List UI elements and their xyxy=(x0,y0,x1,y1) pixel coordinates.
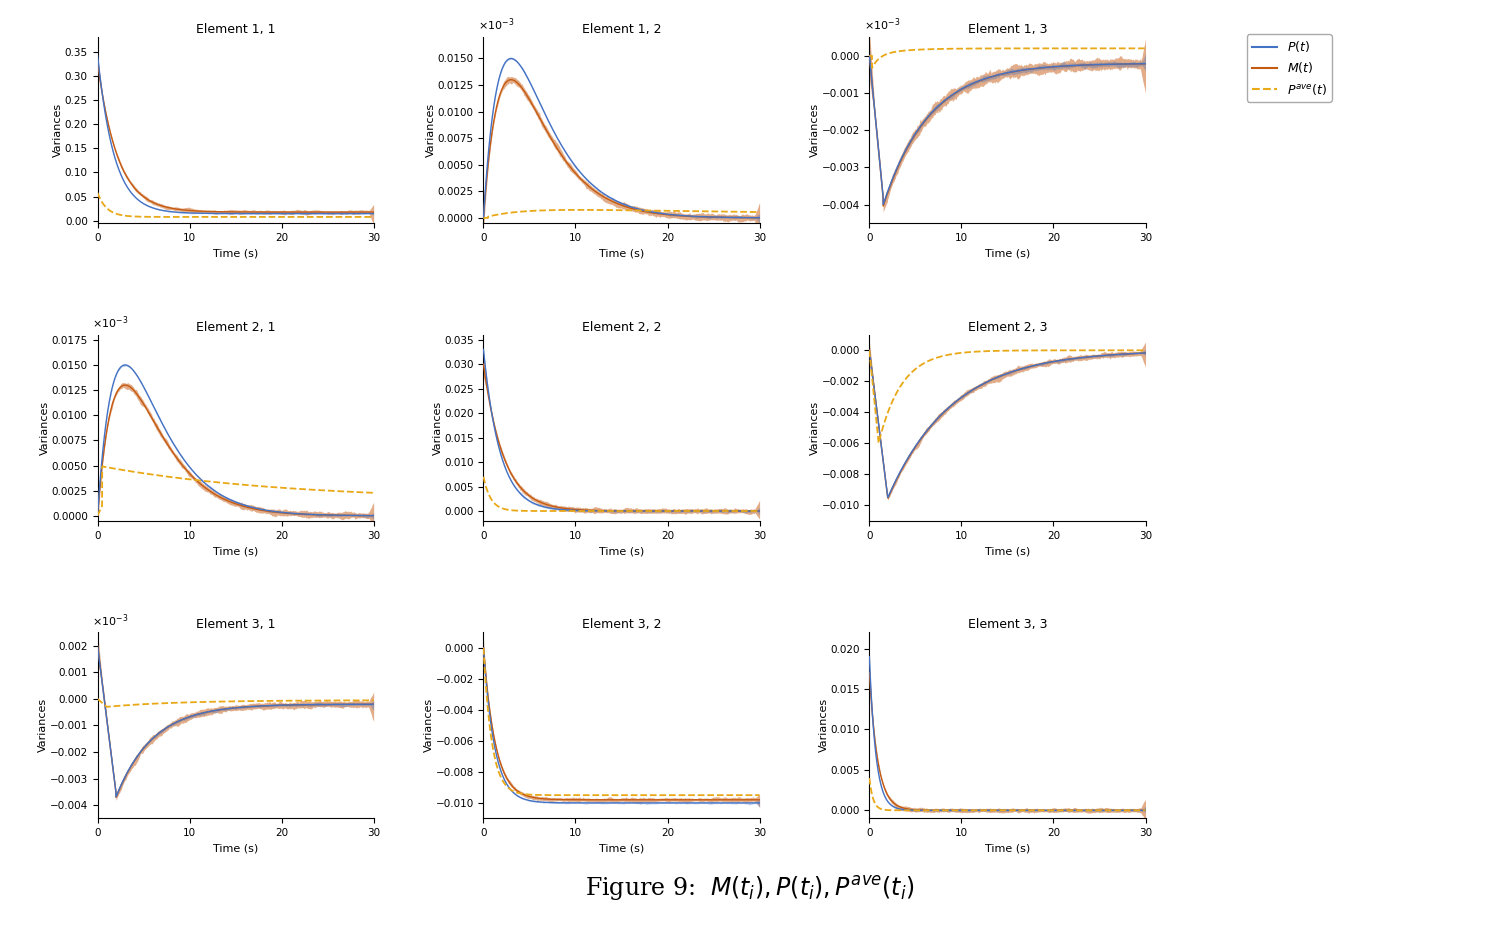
X-axis label: Time (s): Time (s) xyxy=(213,248,258,259)
Y-axis label: Variances: Variances xyxy=(426,103,436,157)
Y-axis label: Variances: Variances xyxy=(54,103,63,157)
Y-axis label: Variances: Variances xyxy=(819,698,828,752)
Title: Element 1, 1: Element 1, 1 xyxy=(196,23,276,36)
X-axis label: Time (s): Time (s) xyxy=(986,844,1030,854)
Y-axis label: Variances: Variances xyxy=(810,103,820,157)
Y-axis label: Variances: Variances xyxy=(38,698,48,752)
Y-axis label: Variances: Variances xyxy=(810,401,820,455)
X-axis label: Time (s): Time (s) xyxy=(598,844,644,854)
Text: $\times10^{-3}$: $\times10^{-3}$ xyxy=(478,17,514,33)
Text: $\times10^{-3}$: $\times10^{-3}$ xyxy=(92,612,129,629)
X-axis label: Time (s): Time (s) xyxy=(598,248,644,259)
Y-axis label: Variances: Variances xyxy=(424,698,433,752)
Title: Element 3, 1: Element 3, 1 xyxy=(196,618,276,631)
Title: Element 2, 3: Element 2, 3 xyxy=(968,321,1047,334)
X-axis label: Time (s): Time (s) xyxy=(213,844,258,854)
Title: Element 1, 2: Element 1, 2 xyxy=(582,23,662,36)
Title: Element 2, 1: Element 2, 1 xyxy=(196,321,276,334)
X-axis label: Time (s): Time (s) xyxy=(986,248,1030,259)
Title: Element 3, 2: Element 3, 2 xyxy=(582,618,662,631)
Title: Element 1, 3: Element 1, 3 xyxy=(968,23,1047,36)
Title: Element 3, 3: Element 3, 3 xyxy=(968,618,1047,631)
Text: Figure 9:  $M(t_i), P(t_i), P^{ave}(t_i)$: Figure 9: $M(t_i), P(t_i), P^{ave}(t_i)$ xyxy=(585,873,915,903)
X-axis label: Time (s): Time (s) xyxy=(986,546,1030,556)
Y-axis label: Variances: Variances xyxy=(432,401,442,455)
Legend: $P(t)$, $M(t)$, $P^{ave}(t)$: $P(t)$, $M(t)$, $P^{ave}(t)$ xyxy=(1246,34,1332,101)
X-axis label: Time (s): Time (s) xyxy=(213,546,258,556)
X-axis label: Time (s): Time (s) xyxy=(598,546,644,556)
Text: $\times10^{-3}$: $\times10^{-3}$ xyxy=(92,314,129,331)
Y-axis label: Variances: Variances xyxy=(40,401,50,455)
Title: Element 2, 2: Element 2, 2 xyxy=(582,321,662,334)
Text: $\times10^{-3}$: $\times10^{-3}$ xyxy=(864,17,900,33)
